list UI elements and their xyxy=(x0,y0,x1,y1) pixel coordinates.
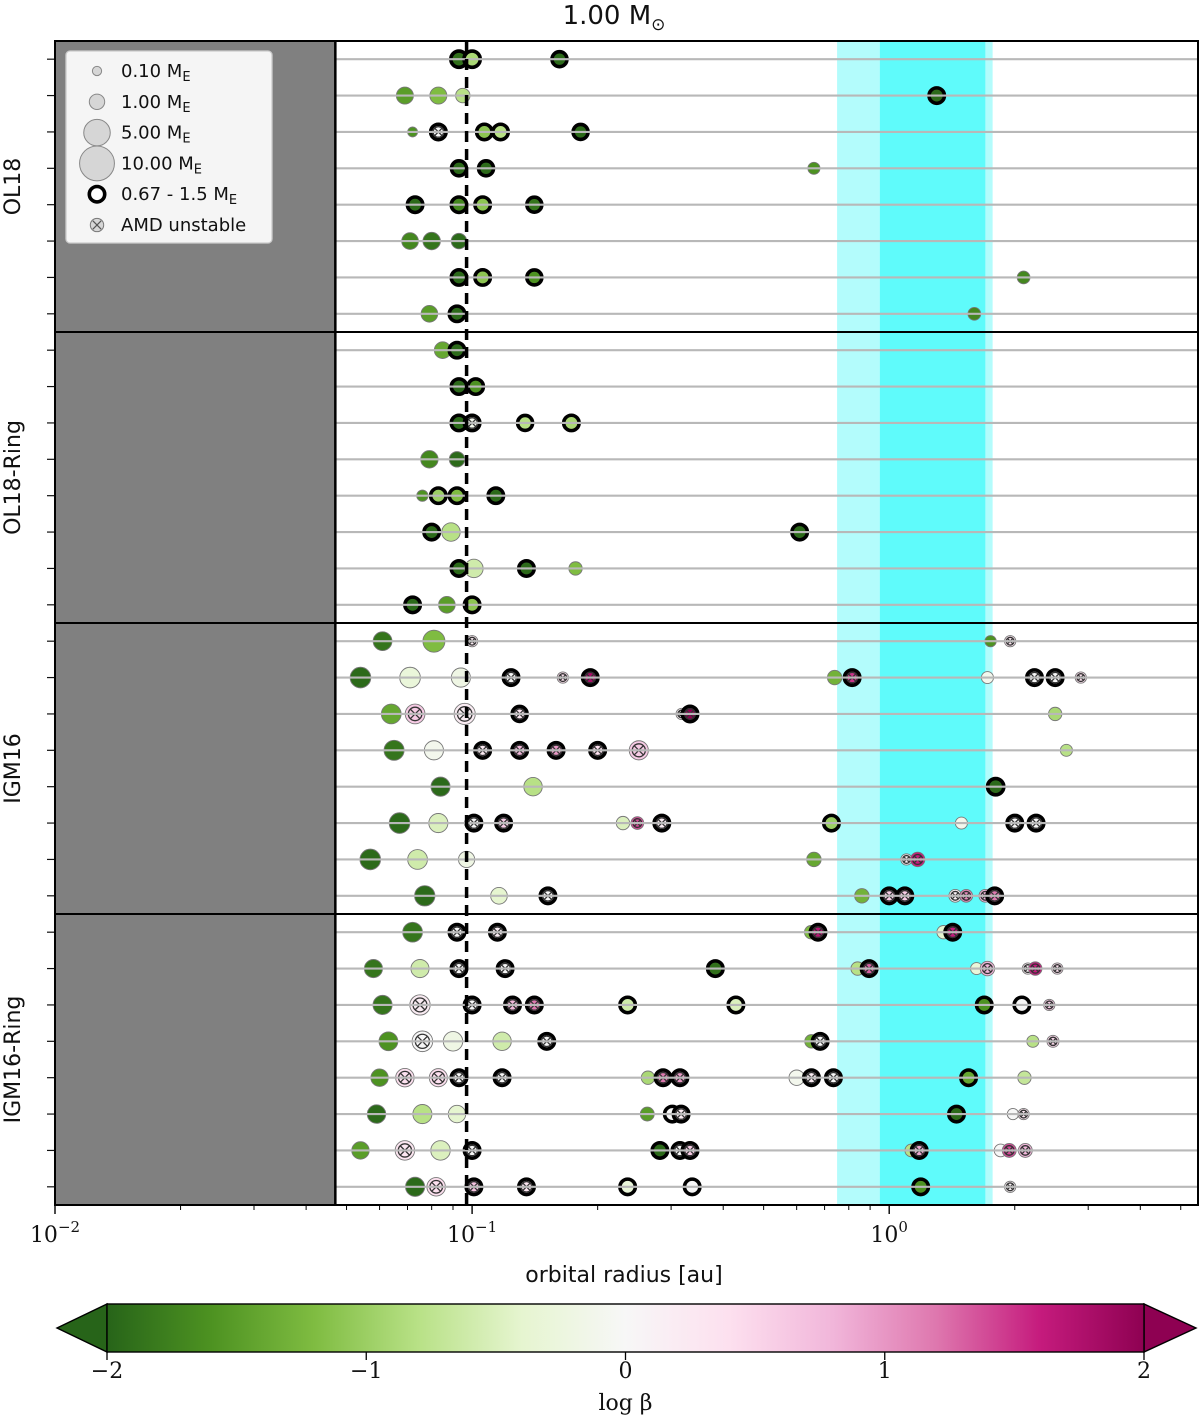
colorbar: −2 −1 0 1 2 log β xyxy=(55,1302,1198,1416)
x-tick-label: 10−2 xyxy=(30,1218,80,1248)
chart-title: 1.00 M⊙ xyxy=(563,1,666,35)
legend-item: 1.00 ME xyxy=(88,92,191,116)
x-tick-label: 10−1 xyxy=(447,1218,497,1248)
panel-label: IGM16 xyxy=(1,733,26,804)
legend-item: 0.10 ME xyxy=(91,61,191,85)
legend-item: 10.00 ME xyxy=(79,145,202,182)
panel-label: OL18 xyxy=(1,158,26,216)
colorbar-gradient xyxy=(106,1303,1145,1353)
x-axis-label: orbital radius [au] xyxy=(525,1263,722,1288)
legend: 0.10 ME 1.00 ME 5.00 ME 10.00 ME 0.67 - 1.5 … xyxy=(65,50,273,244)
colorbar-tick-label: −2 xyxy=(91,1359,123,1384)
panel-label: OL18-Ring xyxy=(1,420,26,535)
legend-item: 5.00 ME xyxy=(83,118,191,147)
x-axis: 10−2 10−1 100 xyxy=(30,1205,1182,1248)
legend-label: 10.00 ME xyxy=(121,153,202,177)
legend-item: AMD unstable xyxy=(89,215,246,236)
colorbar-label: log β xyxy=(598,1391,652,1416)
legend-label: 0.67 - 1.5 ME xyxy=(121,184,237,208)
colorbar-tick-label: 0 xyxy=(619,1359,633,1384)
legend-item: 0.67 - 1.5 ME xyxy=(87,184,237,208)
sun-symbol: ⊙ xyxy=(651,15,665,35)
colorbar-low-extend xyxy=(55,1302,108,1354)
panel-labels: OL18 OL18-Ring IGM16 IGM16-Ring xyxy=(1,158,26,1124)
legend-label: AMD unstable xyxy=(121,215,246,236)
legend-box xyxy=(65,50,273,244)
colorbar-tick-label: 1 xyxy=(878,1359,892,1384)
colorbar-tick-label: −1 xyxy=(350,1359,382,1384)
colorbar-tick-label: 2 xyxy=(1137,1359,1151,1384)
plot-frame xyxy=(54,40,1199,1206)
legend-label: 0.10 ME xyxy=(121,61,191,85)
x-tick-label: 100 xyxy=(870,1218,908,1248)
legend-label: 5.00 ME xyxy=(121,123,191,147)
legend-label: 1.00 ME xyxy=(121,92,191,116)
colorbar-high-extend xyxy=(1143,1302,1198,1354)
panel-label: IGM16-Ring xyxy=(1,996,26,1124)
